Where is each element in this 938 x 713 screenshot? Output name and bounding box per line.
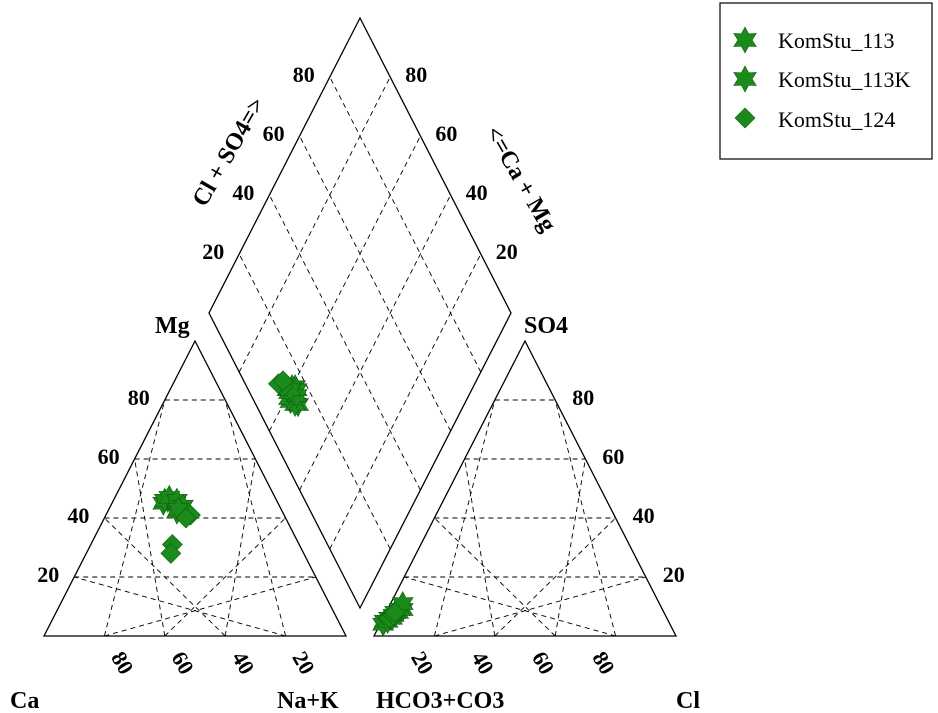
diamond-left-tick-label: 20	[202, 239, 224, 264]
cation-bottom-tick-label: 20	[287, 647, 320, 679]
diamond-grid-line	[299, 194, 452, 491]
cation-grid-line	[224, 458, 256, 637]
diamond-grid-line	[268, 194, 421, 491]
anion-right-tick-label: 60	[602, 444, 624, 469]
diamond-right-tick-label: 60	[435, 121, 457, 146]
legend-frame	[719, 2, 933, 160]
diamond-right-tick-label: 20	[496, 239, 518, 264]
legend-marker-diamond-icon	[734, 107, 756, 129]
anion-bottom-tick-label: 40	[467, 647, 500, 679]
anion-grid-line	[434, 517, 556, 637]
cation-mg-label: Mg	[155, 313, 190, 339]
cation-grid-line	[104, 576, 316, 637]
diamond-grid-line	[299, 135, 452, 432]
anion-triangle-frame	[372, 339, 678, 637]
cation-data-point	[175, 507, 197, 529]
cation-grid-line	[104, 517, 226, 637]
anion-grid-line	[554, 458, 586, 637]
legend-markers	[733, 26, 757, 129]
anion-right-tick-label: 80	[572, 385, 594, 410]
data-point-layer	[152, 370, 414, 637]
anion-data-point	[384, 601, 406, 623]
diamond-grid-line	[329, 76, 482, 373]
legend: KomStu_113 KomStu_113K KomStu_124	[719, 2, 933, 160]
diamond-left-tick-label: 40	[232, 180, 254, 205]
anion-bottom-tick-label: 80	[587, 647, 620, 679]
anion-grid-line	[494, 517, 616, 637]
cation-ca-label: Ca	[10, 688, 39, 713]
cation-triangle-frame	[42, 339, 348, 637]
diamond-grid-line	[238, 76, 391, 373]
cation-left-tick-label: 40	[67, 503, 89, 528]
anion-cl-label: Cl	[676, 688, 700, 713]
anion-grid-line	[404, 576, 616, 637]
cation-data-point	[160, 542, 182, 564]
cation-grid-line	[224, 399, 287, 637]
anion-right-tick-label: 20	[663, 562, 685, 587]
anion-right-tick-label: 40	[633, 503, 655, 528]
cation-bottom-tick-label: 40	[227, 647, 260, 679]
cation-grid-line	[74, 576, 286, 637]
diamond-right-tick-label: 40	[466, 180, 488, 205]
anion-bottom-tick-label: 20	[406, 647, 439, 679]
legend-marker-star-icon	[733, 65, 757, 93]
cation-grid-line	[134, 458, 166, 637]
legend-entry-1-label: KomStu_113	[778, 28, 895, 53]
diamond-left-tick-label: 60	[263, 121, 285, 146]
grid-layer	[74, 76, 646, 637]
diamond-right-axis-label: <=Ca + Mg	[480, 122, 561, 236]
diamond-frame	[208, 16, 512, 610]
cation-bottom-tick-label: 80	[106, 647, 139, 679]
anion-so4-label: SO4	[524, 313, 568, 339]
cation-nak-label: Na+K	[277, 688, 339, 713]
diamond-data-point	[272, 370, 294, 392]
diamond-left-axis-label: Cl + SO4=>	[188, 93, 271, 211]
cation-left-tick-label: 80	[128, 385, 150, 410]
anion-hco3-label: HCO3+CO3	[376, 688, 504, 713]
anion-grid-line	[464, 458, 496, 637]
diamond-left-tick-label: 80	[293, 62, 315, 87]
legend-marker-star-icon	[733, 26, 757, 54]
anion-grid-line	[434, 576, 646, 637]
anion-grid-line	[554, 399, 617, 637]
legend-entry-3-label: KomStu_124	[778, 107, 895, 132]
frame-layer	[42, 16, 678, 637]
cation-grid-line	[164, 517, 286, 637]
diamond-grid-line	[238, 253, 391, 550]
diamond-right-tick-label: 80	[405, 62, 427, 87]
diamond-grid-line	[329, 253, 482, 550]
cation-left-tick-label: 60	[98, 444, 120, 469]
cation-bottom-tick-label: 60	[167, 647, 200, 679]
cation-data-point	[167, 496, 190, 522]
anion-bottom-tick-label: 60	[527, 647, 560, 679]
cation-left-tick-label: 20	[37, 562, 59, 587]
legend-entry-2-label: KomStu_113K	[778, 67, 911, 92]
tick-label-layer: 20 40 60 80 80 60 40 20 20 40 60 80 20 40 60 80 20 40 60 80…	[37, 62, 685, 679]
